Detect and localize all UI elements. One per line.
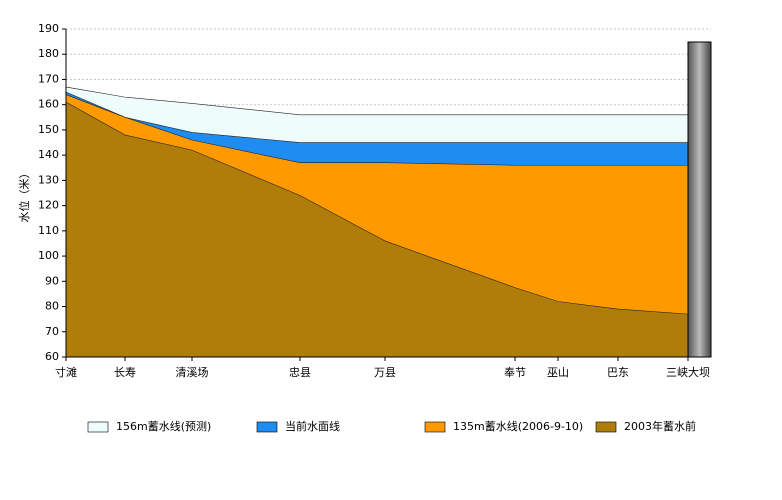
legend-label: 2003年蓄水前	[624, 419, 696, 433]
x-tick-label: 万县	[374, 366, 396, 379]
x-tick-label: 寸滩	[55, 365, 77, 379]
y-tick-label: 110	[38, 224, 59, 237]
y-tick-label: 120	[38, 199, 59, 212]
legend-swatch	[87, 421, 109, 433]
x-tick-label: 忠县	[289, 366, 311, 379]
legend-label: 当前水面线	[285, 419, 340, 433]
legend-swatch	[595, 421, 617, 433]
y-tick-label: 80	[45, 300, 59, 313]
y-tick-label: 90	[45, 274, 59, 287]
x-tick-label: 巫山	[547, 366, 569, 379]
areas	[65, 86, 689, 358]
x-tick-label: 长寿	[114, 365, 136, 379]
y-tick-label: 160	[38, 98, 59, 111]
y-tick-label: 190	[38, 22, 59, 35]
y-axis-label: 水位（米）	[17, 168, 31, 223]
x-tick-label: 清溪场	[176, 365, 209, 379]
y-tick-label: 150	[38, 123, 59, 136]
legend-swatch	[424, 421, 446, 433]
x-tick-label: 三峡大坝	[666, 365, 710, 379]
y-tick-label: 140	[38, 148, 59, 161]
legend-label: 135m蓄水线(2006-9-10)	[453, 419, 583, 433]
y-tick-label: 180	[38, 47, 59, 60]
legend-label: 156m蓄水线(预测)	[116, 419, 211, 433]
x-tick-label: 奉节	[504, 365, 526, 379]
y-tick-label: 70	[45, 325, 59, 338]
dam	[687, 41, 712, 358]
x-tick-label: 巴东	[607, 366, 629, 379]
y-tick-label: 100	[38, 249, 59, 262]
y-tick-label: 170	[38, 72, 59, 85]
legend-swatch	[256, 421, 278, 433]
y-tick-label: 60	[45, 350, 59, 363]
axes: 60 70 80 90 100 110 120 130 140 150 160 170 180 190 寸滩…	[38, 22, 711, 379]
y-tick-label: 130	[38, 173, 59, 186]
